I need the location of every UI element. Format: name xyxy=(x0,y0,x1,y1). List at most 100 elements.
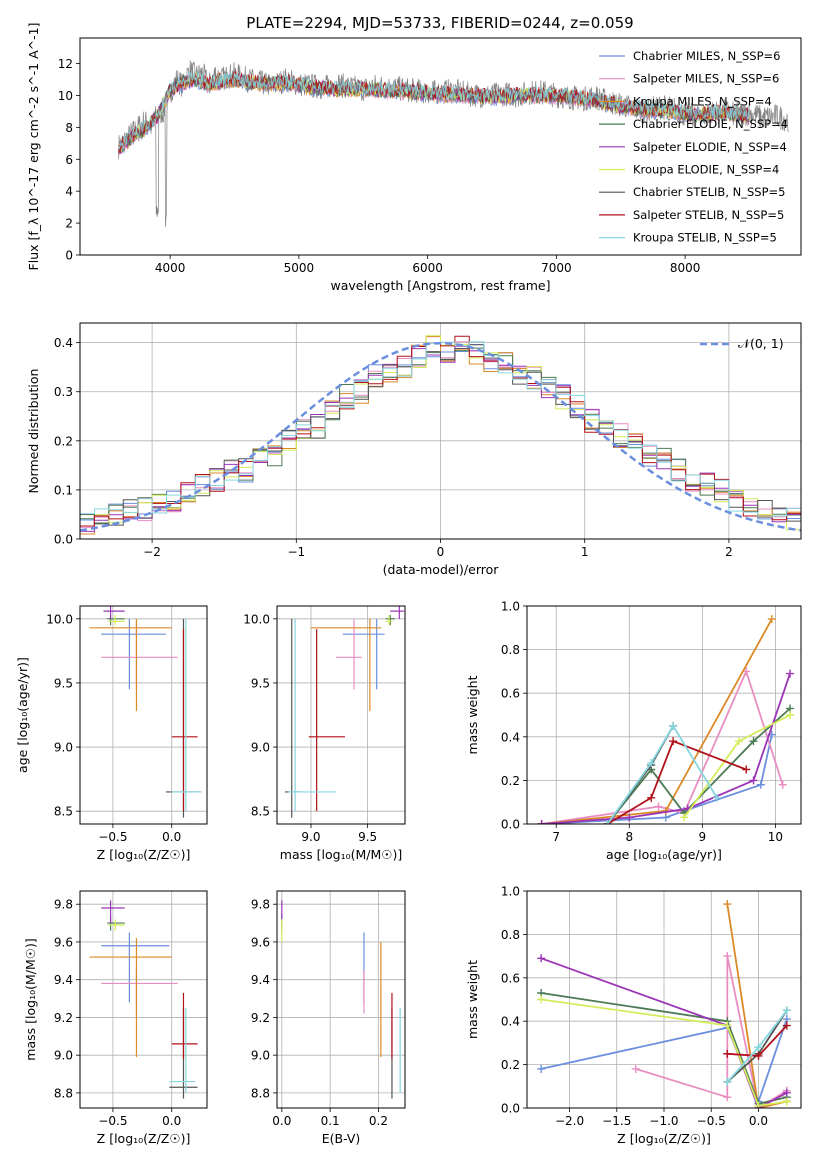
mass-weight-vs-age-frame xyxy=(526,605,802,825)
mass-weight-marker xyxy=(754,1043,763,1052)
mass-vs-Z-frame xyxy=(79,890,208,1109)
age-vs-mass-frame xyxy=(276,605,406,825)
y-tick-label: 9.2 xyxy=(54,1011,73,1025)
mass-weight-marker xyxy=(537,954,546,963)
errorbar-point xyxy=(171,618,202,812)
errorbar-point xyxy=(342,618,385,690)
residuals-frame xyxy=(79,322,802,540)
x-tick-label: 7000 xyxy=(541,261,572,275)
y-tick-label: 10 xyxy=(58,89,73,103)
y-tick-label: 9.0 xyxy=(54,741,73,755)
x-tick-label: 0.2 xyxy=(369,1114,388,1128)
y-axis-label: mass [log₁₀(M/M☉)] xyxy=(23,938,38,1060)
spectrum-content xyxy=(118,59,789,227)
mass-vs-Z-content xyxy=(89,900,198,1099)
errorbar-point xyxy=(101,900,125,924)
mass-weight-marker xyxy=(754,1051,763,1060)
y-tick-label: 6 xyxy=(65,153,73,167)
x-tick-label: 7 xyxy=(552,830,560,844)
x-tick-label: 1 xyxy=(581,545,589,559)
mass-weight-line xyxy=(606,740,747,824)
mass-weight-marker xyxy=(712,793,721,802)
mass-weight-marker xyxy=(680,813,689,822)
mass-weight-marker xyxy=(537,1064,546,1073)
mass-weight-marker xyxy=(537,820,546,824)
x-tick-label: 0.0 xyxy=(162,830,181,844)
y-tick-label: 0.0 xyxy=(54,533,73,547)
errorbar-point xyxy=(89,618,172,712)
mass-weight-marker xyxy=(669,737,678,746)
x-tick-label: −1.5 xyxy=(602,1114,631,1128)
y-tick-label: 0.0 xyxy=(501,818,520,832)
y-axis-label: mass weight xyxy=(465,960,480,1039)
mass-weight-line xyxy=(541,673,791,824)
y-tick-label: 12 xyxy=(58,57,73,71)
legend-label: Chabrier MILES, N_SSP=6 xyxy=(633,49,780,63)
y-tick-label: 8.5 xyxy=(54,805,73,819)
mass-vs-EBV-axes: 0.0 0.1 0.2 8.8 9.0 9.2 9.4 9.6 9.8 E(B-V) xyxy=(251,891,405,1146)
y-tick-label: 9.0 xyxy=(54,1049,73,1063)
age-vs-mass-content xyxy=(284,606,404,818)
y-tick-label: 9.6 xyxy=(251,935,270,949)
y-tick-label: 0.3 xyxy=(54,385,73,399)
mass-weight-marker xyxy=(723,1049,732,1058)
x-axis-label: Z [log₁₀(Z/Z☉)] xyxy=(97,1131,191,1146)
y-tick-label: 9.0 xyxy=(251,741,270,755)
mass-weight-marker xyxy=(782,1088,791,1097)
errorbar-point xyxy=(390,606,404,619)
y-axis-label: Flux [f_λ 10^-17 erg cm^-2 s^-1 A^-1] xyxy=(26,23,41,271)
mass-weight-marker xyxy=(778,780,787,789)
y-axis-label: Normed distribution xyxy=(26,369,41,494)
x-axis-label: (data-model)/error xyxy=(383,562,500,577)
legend-label-normal: 𝒩(0, 1) xyxy=(738,336,784,351)
y-tick-label: 9.8 xyxy=(251,898,270,912)
x-tick-label: 4000 xyxy=(155,261,186,275)
y-tick-label: 0.2 xyxy=(501,774,520,788)
legend-label: Kroupa MILES, N_SSP=4 xyxy=(633,94,772,108)
mass-weight-marker xyxy=(654,802,663,811)
plots-group: 4000 5000 6000 7000 8000024681012wavelength … xyxy=(15,23,802,1146)
mass-weight-vs-age-axes: 7 8 9 10 0.0 0.2 0.4 0.6 0.8 1.0 age [log₁₀(age/yr… xyxy=(465,600,801,862)
x-tick-label: −2 xyxy=(143,545,161,559)
y-tick-label: 0.1 xyxy=(54,483,73,497)
x-axis-label: Z [log₁₀(Z/Z☉)] xyxy=(97,847,191,862)
mass-weight-marker xyxy=(723,1077,732,1086)
y-tick-label: 9.5 xyxy=(54,676,73,690)
age-vs-mass-axes: 9.0 9.5 8.5 9.0 9.5 10.0 mass [log₁₀(M/M☉)] xyxy=(243,606,405,862)
mass-weight-marker xyxy=(723,1093,732,1102)
mass-weight-marker xyxy=(782,1097,791,1106)
mass-weight-marker xyxy=(742,765,751,774)
y-tick-label: 8 xyxy=(65,121,73,135)
legend-label: Chabrier ELODIE, N_SSP=4 xyxy=(633,117,788,131)
mass-weight-vs-Z-content xyxy=(537,900,791,1108)
y-tick-label: 4 xyxy=(65,185,73,199)
y-tick-label: 2 xyxy=(65,217,73,231)
y-tick-label: 0.6 xyxy=(501,687,520,701)
x-tick-label: 9.5 xyxy=(358,830,377,844)
y-tick-label: 9.4 xyxy=(54,973,73,987)
mass-weight-marker xyxy=(756,780,765,789)
mass-weight-marker xyxy=(749,737,758,746)
mass-weight-marker xyxy=(631,1064,640,1073)
mass-weight-marker xyxy=(782,1006,791,1015)
errorbar-point xyxy=(101,618,166,690)
x-axis-label: E(B-V) xyxy=(322,1131,361,1146)
mass-weight-marker xyxy=(723,952,732,961)
y-tick-label: 9.6 xyxy=(54,935,73,949)
mass-vs-EBV-frame xyxy=(276,890,406,1109)
mass-weight-marker xyxy=(786,669,795,678)
x-tick-label: 8000 xyxy=(670,261,701,275)
mass-weight-marker xyxy=(734,737,743,746)
y-tick-label: 10.0 xyxy=(46,612,73,626)
spectrum-legend: Chabrier MILES, N_SSP=6 Salpeter MILES, N… xyxy=(599,49,788,245)
normal-curve xyxy=(80,341,801,532)
x-tick-label: 9.0 xyxy=(301,830,320,844)
errorbar-point xyxy=(89,938,172,1058)
y-tick-label: 9.2 xyxy=(251,1011,270,1025)
legend-label: Salpeter MILES, N_SSP=6 xyxy=(633,72,779,86)
x-tick-label: −0.5 xyxy=(98,830,127,844)
mass-vs-Z-axes: −0.5 0.0 8.8 9.0 9.2 9.4 9.6 9.8 Z [log₁₀(Z/Z☉)]… xyxy=(23,891,207,1146)
mass-weight-marker xyxy=(754,1101,763,1108)
y-tick-label: 9.0 xyxy=(251,1049,270,1063)
